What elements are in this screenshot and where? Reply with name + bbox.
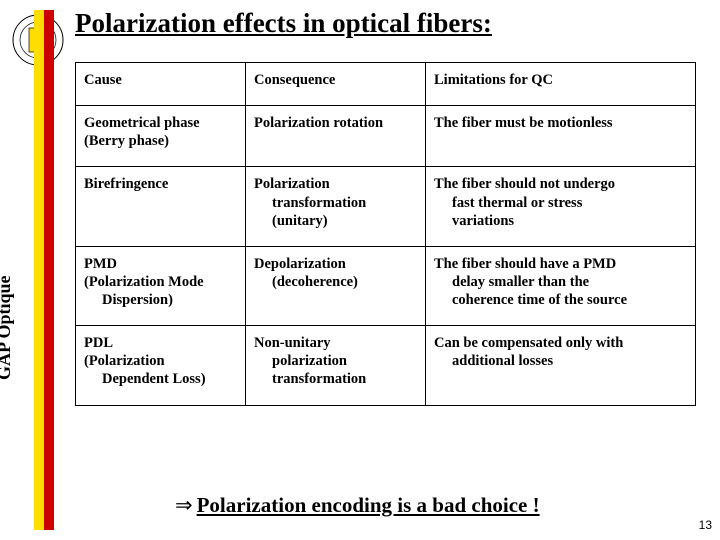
effects-table: CauseConsequenceLimitations for QC Geomet…	[75, 62, 695, 406]
sidebar-label: GAP Optique	[0, 275, 15, 380]
table-cell-cause: Geometrical phase(Berry phase)	[76, 106, 246, 167]
table-cell-limitation: The fiber must be motionless	[426, 106, 696, 167]
table-cell-cause: Birefringence	[76, 167, 246, 246]
table-header: Cause	[76, 63, 246, 106]
page-title: Polarization effects in optical fibers:	[75, 8, 492, 39]
arrow-icon: ⇒	[175, 493, 193, 518]
table-cell-consequence: Non-unitarypolarizationtransformation	[246, 326, 426, 405]
table-header: Limitations for QC	[426, 63, 696, 106]
table-cell-consequence: Polarizationtransformation(unitary)	[246, 167, 426, 246]
conclusion-text: ⇒Polarization encoding is a bad choice !	[175, 493, 540, 518]
table-cell-consequence: Polarization rotation	[246, 106, 426, 167]
table-cell-cause: PDL(PolarizationDependent Loss)	[76, 326, 246, 405]
table-cell-limitation: The fiber should have a PMDdelay smaller…	[426, 246, 696, 325]
table-cell-limitation: The fiber should not undergofast thermal…	[426, 167, 696, 246]
page-number: 13	[699, 518, 712, 532]
table-header: Consequence	[246, 63, 426, 106]
table-cell-cause: PMD(Polarization ModeDispersion)	[76, 246, 246, 325]
sidebar-stripe	[34, 10, 54, 530]
table-cell-consequence: Depolarization(decoherence)	[246, 246, 426, 325]
table-cell-limitation: Can be compensated only withadditional l…	[426, 326, 696, 405]
